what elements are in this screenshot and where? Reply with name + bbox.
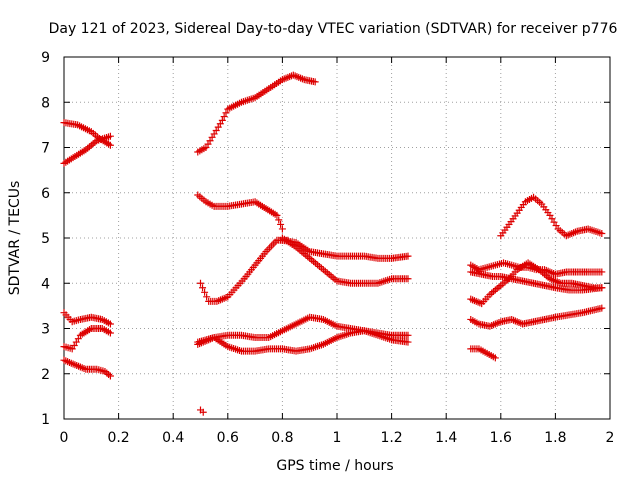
data-point: [201, 288, 209, 296]
data-point: [598, 229, 606, 237]
x-tick-label: 0.2: [107, 430, 129, 446]
data-point: [404, 252, 412, 260]
data-point: [275, 216, 283, 224]
data-point: [218, 116, 226, 124]
y-axis-label: SDTVAR / TECUs: [7, 181, 23, 296]
data-points: [60, 71, 606, 416]
y-tick-label: 8: [41, 95, 50, 111]
y-tick-label: 6: [41, 186, 50, 202]
x-tick-labels: 0 0.2 0.4 0.6 0.8 1 1.2 1.4 1.6 1.8 2: [60, 430, 615, 446]
data-point: [404, 338, 412, 346]
series-s1: [60, 119, 114, 149]
x-tick-label: 2: [606, 430, 615, 446]
data-point: [598, 268, 606, 276]
x-tick-label: 0.4: [162, 430, 184, 446]
series-s3: [60, 309, 114, 328]
series-s19: [467, 345, 499, 362]
y-tick-labels: 1 2 3 4 5 6 7 8 9: [41, 50, 50, 428]
data-point: [277, 220, 285, 228]
data-point: [222, 109, 230, 117]
series-s8: [197, 236, 292, 305]
series-s7: [194, 191, 286, 233]
x-tick-label: 0: [60, 430, 69, 446]
y-tick-label: 1: [41, 412, 50, 428]
y-tick-label: 9: [41, 50, 50, 66]
data-point: [404, 275, 412, 283]
series-s10: [278, 234, 412, 287]
y-tick-label: 4: [41, 276, 50, 292]
data-point: [199, 284, 207, 292]
data-point: [203, 293, 211, 301]
series-s2: [60, 132, 114, 167]
series-s5: [60, 356, 114, 380]
series-s16: [467, 268, 606, 294]
data-point: [106, 141, 114, 149]
series-s12: [194, 327, 412, 355]
data-point: [404, 331, 412, 339]
y-tick-label: 2: [41, 367, 50, 383]
data-point: [220, 113, 228, 121]
x-tick-label: 1.6: [490, 430, 512, 446]
series-s11: [194, 313, 412, 346]
data-point: [197, 279, 204, 287]
x-tick-label: 1.2: [380, 430, 402, 446]
data-point: [106, 329, 114, 337]
data-point: [491, 354, 499, 362]
series-s4: [60, 325, 114, 353]
data-point: [273, 211, 281, 219]
data-point: [278, 225, 286, 233]
y-tick-label: 7: [41, 141, 50, 157]
series-s13: [197, 406, 207, 416]
x-tick-label: 1.8: [544, 430, 566, 446]
y-tick-label: 5: [41, 231, 50, 247]
data-point: [311, 78, 319, 86]
series-s17: [497, 193, 606, 240]
axis-ticks: [63, 56, 611, 420]
x-tick-label: 1.4: [435, 430, 457, 446]
grid: [64, 57, 610, 419]
data-point: [199, 408, 207, 416]
x-tick-label: 0.6: [217, 430, 239, 446]
x-axis-label: GPS time / hours: [276, 458, 393, 474]
series-s18: [467, 304, 606, 330]
chart-title: Day 121 of 2023, Sidereal Day-to-day VTE…: [49, 21, 618, 37]
x-tick-label: 0.8: [271, 430, 293, 446]
data-point: [106, 372, 114, 380]
data-point: [598, 304, 606, 312]
data-point: [598, 284, 606, 292]
series-s6: [194, 71, 319, 156]
x-tick-label: 1: [333, 430, 342, 446]
y-tick-label: 3: [41, 322, 50, 338]
data-point: [106, 320, 114, 328]
data-point: [106, 132, 114, 140]
